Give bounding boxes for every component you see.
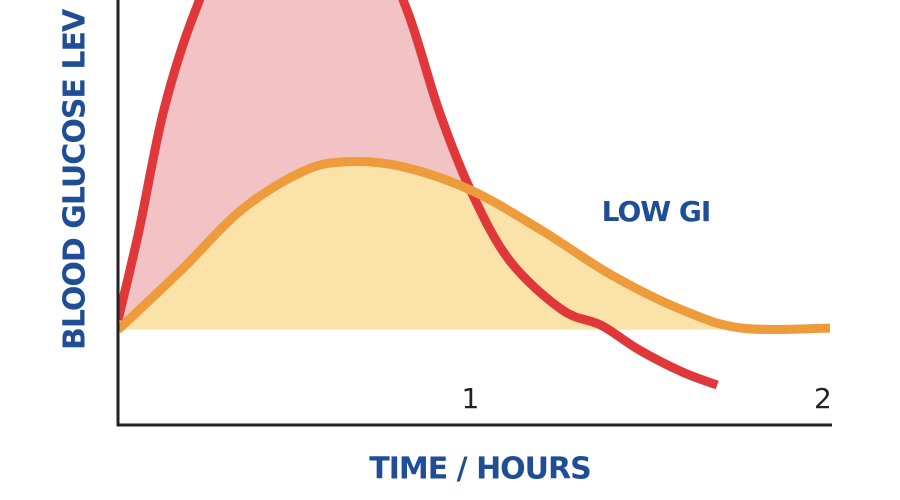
x-tick-label: 1 (462, 382, 480, 415)
x-axis-label: TIME / HOURS (369, 452, 591, 487)
x-tick-label: 2 (814, 382, 832, 415)
area (118, 161, 830, 330)
plot-area (118, 0, 830, 390)
line (118, 157, 830, 334)
line (118, 0, 719, 390)
y-axis-label: BLOOD GLUCOSE LEV (58, 8, 93, 350)
annotation: LOW GI (602, 195, 711, 228)
